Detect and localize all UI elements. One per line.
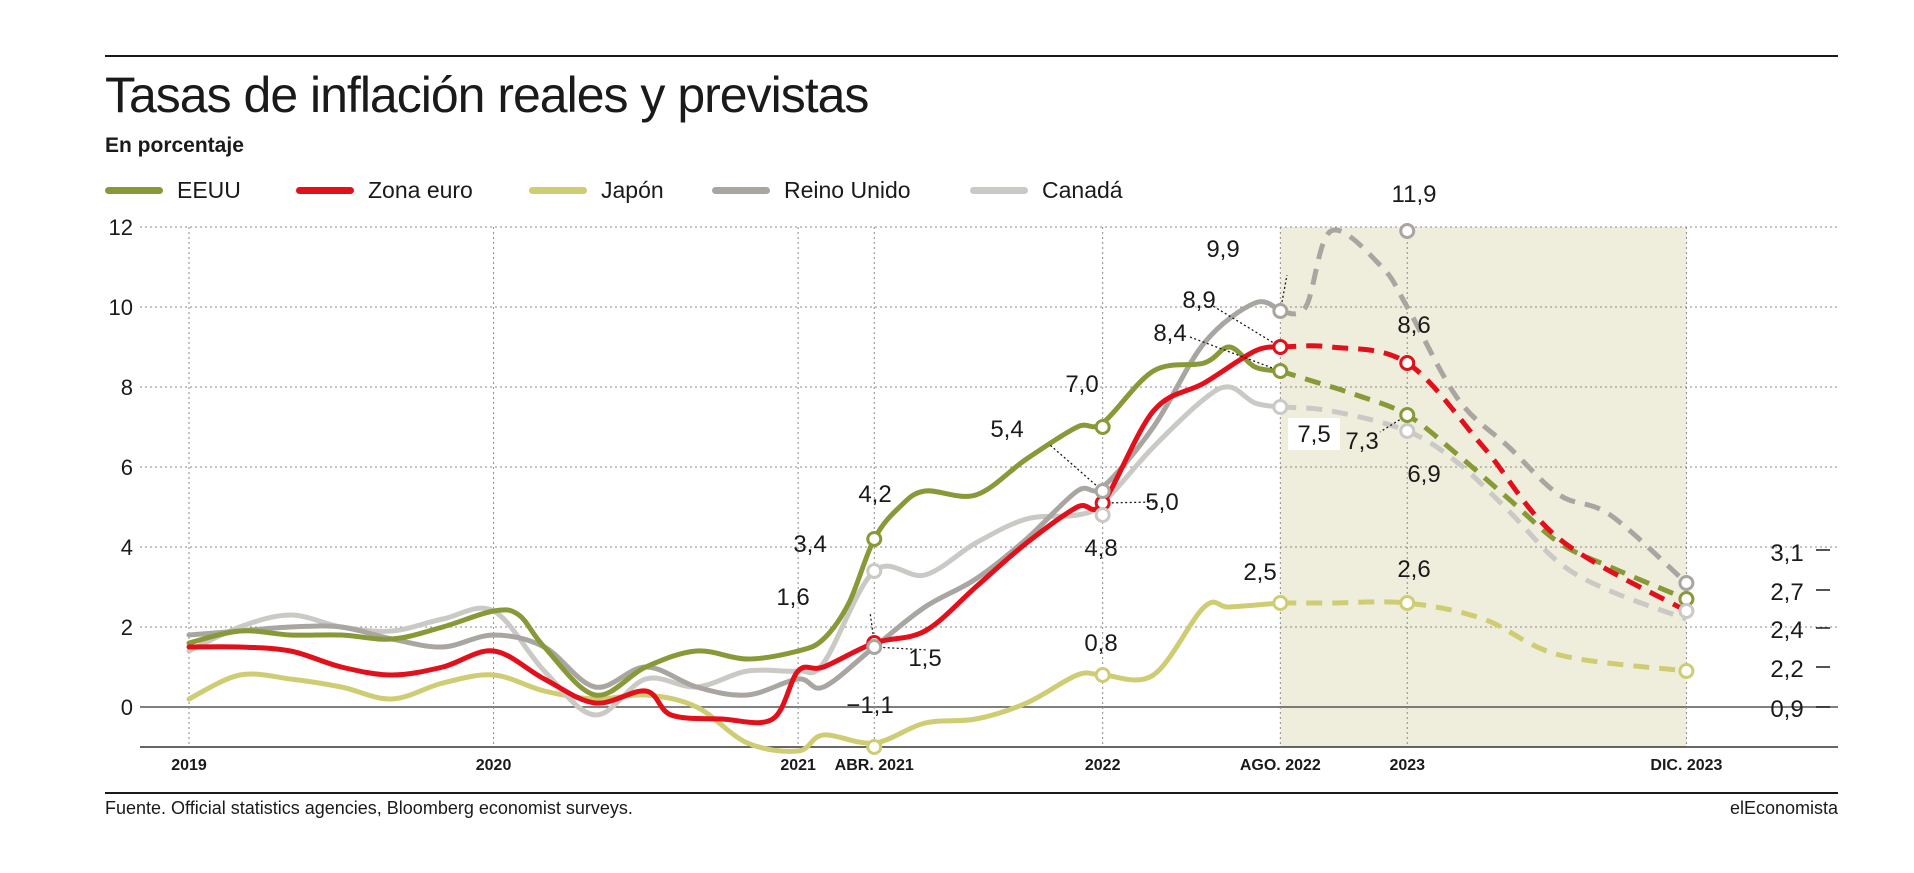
value-label-canada: 4,8 xyxy=(1084,535,1117,562)
series-forecast-zona-euro xyxy=(1280,343,1688,614)
legend-label-japon: Japón xyxy=(601,176,664,203)
value-label-reino-unido: 5,4 xyxy=(990,416,1023,443)
point-marker-eeuu xyxy=(1272,363,1289,379)
point-marker-canada xyxy=(1399,423,1416,439)
legend-item-zona-euro: Zona euro xyxy=(296,175,473,205)
x-tick-label: 2021 xyxy=(780,757,816,774)
legend-swatch-canada xyxy=(970,186,1028,194)
y-tick-label: 0 xyxy=(121,695,133,720)
point-marker-japon xyxy=(1272,595,1289,611)
value-label-japon: 0,8 xyxy=(1084,630,1117,657)
y-tick-label: 2 xyxy=(121,615,133,640)
y-tick-label: 10 xyxy=(109,295,133,320)
x-tick-label: 2020 xyxy=(476,757,512,774)
legend-item-canada: Canadá xyxy=(970,175,1123,205)
value-label-reino-unido: 9,9 xyxy=(1206,236,1239,263)
value-label-canada: 7,5 xyxy=(1297,421,1330,448)
value-label-eeuu: 8,4 xyxy=(1153,320,1186,347)
point-marker-japon xyxy=(1094,667,1111,683)
legend-swatch-zona-euro xyxy=(296,186,354,194)
point-marker-eeuu xyxy=(866,531,883,547)
legend-swatch-reino-unido xyxy=(712,186,770,194)
point-marker-reino-unido xyxy=(1094,483,1111,499)
legend-label-reino-unido: Reino Unido xyxy=(784,176,911,203)
value-label-canada: 3,4 xyxy=(793,531,826,558)
value-label-zona-euro: 8,9 xyxy=(1182,287,1215,314)
point-marker-canada xyxy=(866,563,883,579)
legend-label-zona-euro: Zona euro xyxy=(368,176,473,203)
brand-label: elEconomista xyxy=(1729,798,1838,818)
value-label-zona-euro: 1,6 xyxy=(776,584,809,611)
label-backdrop xyxy=(1288,418,1340,450)
point-marker-canada xyxy=(1678,603,1695,619)
legend-label-eeuu: EEUU xyxy=(177,176,241,203)
y-tick-label: 8 xyxy=(121,375,133,400)
leader-line xyxy=(1189,336,1281,372)
point-marker-reino-unido xyxy=(1678,575,1695,591)
leader-line xyxy=(1049,444,1104,492)
value-label-canada: 6,9 xyxy=(1407,461,1440,488)
x-tick-label: 2019 xyxy=(171,757,207,774)
value-label-reino-unido: 1,5 xyxy=(908,645,941,672)
value-label-japon: 2,6 xyxy=(1397,556,1430,583)
point-marker-japon xyxy=(1678,663,1695,679)
legend-item-eeuu: EEUU xyxy=(105,175,241,205)
point-marker-canada xyxy=(1272,399,1289,415)
value-label-reino-unido: 3,1 xyxy=(1770,540,1803,567)
x-tick-label: 2023 xyxy=(1389,757,1425,774)
value-label-zona-euro: 8,6 xyxy=(1397,312,1430,339)
value-label-japon: 2,5 xyxy=(1243,559,1276,586)
legend-swatch-japon xyxy=(529,186,587,194)
value-label-reino-unido: 11,9 xyxy=(1392,181,1437,208)
point-marker-canada xyxy=(1094,507,1111,523)
point-marker-eeuu xyxy=(1094,419,1111,435)
source-note: Fuente. Official statistics agencies, Bl… xyxy=(105,798,633,818)
point-marker-zona-euro xyxy=(1399,355,1416,371)
point-marker-japon xyxy=(866,739,883,755)
y-tick-label: 12 xyxy=(109,215,133,240)
value-label-canada: 2,4 xyxy=(1770,617,1803,644)
y-tick-label: 4 xyxy=(121,535,133,560)
legend-swatch-eeuu xyxy=(105,186,163,194)
legend-label-canada: Canadá xyxy=(1042,176,1123,203)
value-label-zona-euro: 2,2 xyxy=(1770,656,1803,683)
value-label-japon: −1,1 xyxy=(846,692,893,719)
series-forecast-reino-unido xyxy=(1279,227,1689,585)
point-marker-japon xyxy=(1399,595,1416,611)
x-tick-label: DIC. 2023 xyxy=(1650,757,1722,774)
chart-title: Tasas de inflación reales y previstas xyxy=(105,67,869,123)
chart-subtitle: En porcentaje xyxy=(105,134,244,157)
x-tick-label: ABR. 2021 xyxy=(835,757,914,774)
value-label-zona-euro: 5,0 xyxy=(1145,489,1178,516)
forecast-band xyxy=(1280,227,1687,747)
series-line-japon xyxy=(186,599,1283,754)
x-tick-label: 2022 xyxy=(1085,757,1121,774)
value-label-japon: 0,9 xyxy=(1770,696,1803,723)
top-rule xyxy=(105,55,1838,57)
point-marker-eeuu xyxy=(1399,407,1416,423)
series-line-eeuu xyxy=(186,344,1283,698)
point-marker-reino-unido xyxy=(1399,223,1416,239)
point-marker-reino-unido xyxy=(1272,303,1289,319)
y-tick-label: 6 xyxy=(121,455,133,480)
value-label-eeuu: 7,3 xyxy=(1345,428,1378,455)
legend-item-japon: Japón xyxy=(529,175,664,205)
series-forecast-canada xyxy=(1280,404,1688,622)
point-marker-zona-euro xyxy=(1272,339,1289,355)
value-label-eeuu: 4,2 xyxy=(858,481,891,508)
bottom-rule xyxy=(105,792,1838,794)
legend-item-reino-unido: Reino Unido xyxy=(712,175,911,205)
value-label-eeuu: 7,0 xyxy=(1065,371,1098,398)
x-tick-label: AGO. 2022 xyxy=(1240,757,1321,774)
value-label-eeuu: 2,7 xyxy=(1770,579,1803,606)
series-forecast-japon xyxy=(1280,599,1687,674)
point-marker-reino-unido xyxy=(866,639,883,655)
